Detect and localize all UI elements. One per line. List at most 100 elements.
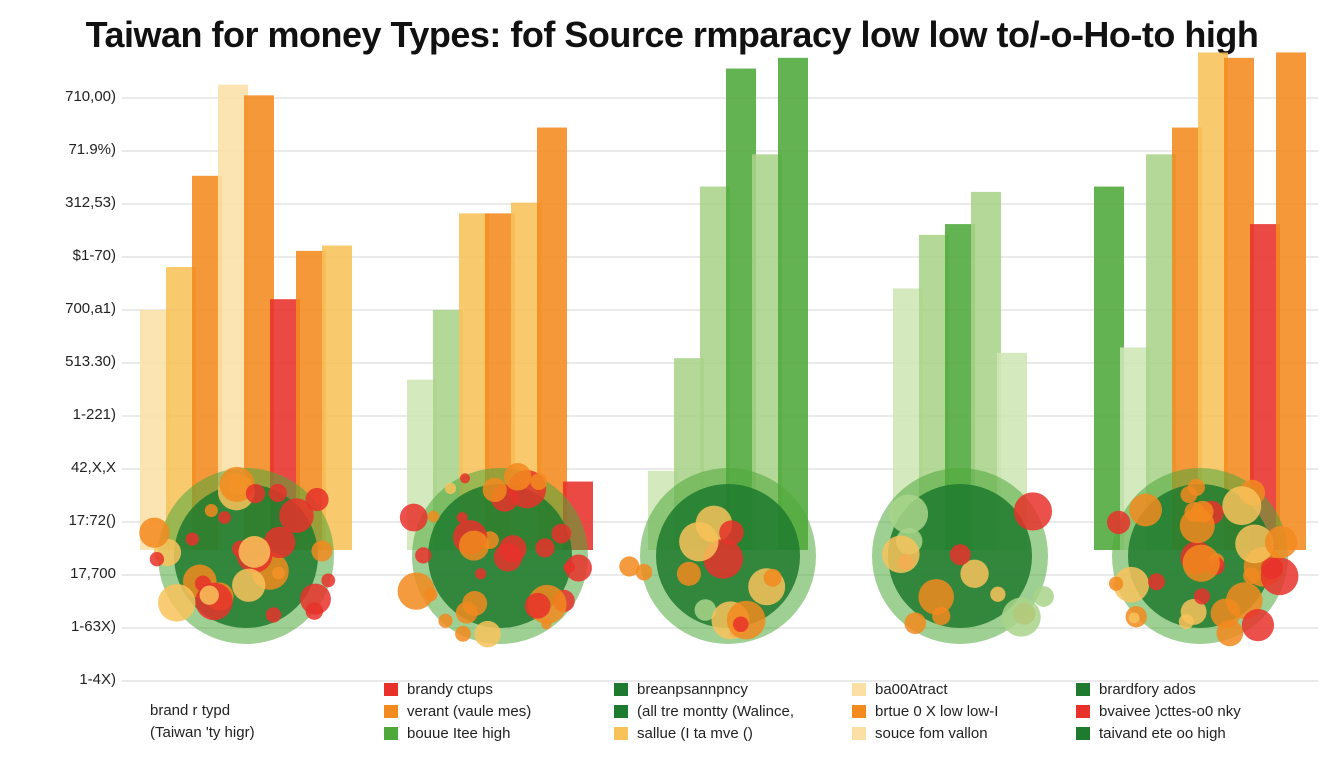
bubble — [1179, 508, 1215, 544]
bubble — [904, 612, 927, 635]
bar-group-5-1 — [1094, 186, 1124, 550]
bubble — [427, 510, 440, 523]
legend-label: souce fom vallon — [875, 724, 988, 742]
bubble — [1182, 544, 1220, 582]
bubble — [1180, 486, 1198, 504]
bubble — [311, 540, 333, 562]
bubble — [1001, 597, 1041, 637]
bubble — [565, 554, 592, 582]
bubble — [482, 477, 507, 503]
bubble — [1013, 492, 1053, 531]
y-tick-label: $1-70) — [72, 247, 116, 264]
bubble — [551, 523, 572, 544]
bubble — [888, 494, 929, 534]
bubble — [530, 473, 548, 491]
legend-swatch — [384, 682, 398, 696]
bubble — [265, 607, 282, 623]
bubble — [321, 573, 336, 588]
legend-label: brardfory ados — [1099, 680, 1196, 698]
bubble — [397, 572, 435, 610]
legend-item[interactable]: brandy ctups — [384, 678, 531, 700]
bubble — [1129, 493, 1163, 527]
bubble — [763, 568, 782, 587]
y-tick-label: 513.30) — [65, 353, 116, 370]
bubble — [679, 521, 719, 562]
legend-swatch — [614, 726, 628, 740]
bar-group-5-6 — [1224, 57, 1254, 551]
bubble — [218, 511, 231, 524]
legend-item[interactable]: brardfory ados — [1076, 678, 1241, 700]
bubble — [444, 482, 457, 495]
bubble — [535, 538, 555, 558]
bubble — [199, 585, 219, 605]
bubble — [635, 563, 653, 581]
y-tick-label: 1-221) — [72, 406, 116, 423]
bubble — [882, 535, 920, 574]
legend-item[interactable]: sallue (I ta mve () — [614, 722, 794, 744]
bubble — [990, 586, 1006, 602]
legend-item[interactable]: brtue 0 X low low-I — [852, 700, 998, 722]
y-tick-label: 312,53) — [65, 194, 116, 211]
bubble — [524, 592, 551, 619]
bubble — [1033, 586, 1054, 607]
bubble — [493, 543, 523, 572]
bubble — [268, 483, 287, 503]
legend-item[interactable]: verant (vaule mes) — [384, 700, 531, 722]
category-caption-line-2: (Taiwan 'ty higr) — [150, 724, 255, 741]
bubble — [1128, 612, 1140, 624]
bubble — [459, 473, 471, 484]
legend-label: brandy ctups — [407, 680, 493, 698]
y-tick-label: 700,a1) — [65, 300, 116, 317]
legend-label: ba00Atract — [875, 680, 948, 698]
legend-swatch — [1076, 726, 1090, 740]
bar-group-3-6 — [778, 57, 808, 551]
bubble — [719, 520, 744, 545]
legend-item[interactable]: souce fom vallon — [852, 722, 998, 744]
y-tick-label: 1-63X) — [70, 618, 116, 635]
bubble — [1193, 588, 1211, 605]
legend-item[interactable]: breanpsannpncy — [614, 678, 794, 700]
legend-label: verant (vaule mes) — [407, 702, 532, 720]
bubble — [1260, 557, 1299, 596]
bubble — [232, 568, 266, 602]
legend-item[interactable]: taivand ete oo high — [1076, 722, 1241, 744]
category-caption: brand r typd (Taiwan 'ty higr) — [150, 700, 255, 744]
bubble — [263, 526, 296, 559]
bubble — [1241, 609, 1275, 642]
legend-item[interactable]: bvaivee )cttes-o0 nky — [1076, 700, 1241, 722]
bubble — [1222, 486, 1262, 526]
bubble — [185, 532, 199, 546]
legend-swatch — [614, 704, 628, 718]
bubble — [300, 583, 331, 615]
bubble — [415, 547, 432, 564]
legend-column-3: ba00Atract brtue 0 X low low-I souce fom v… — [852, 678, 998, 744]
legend-item[interactable]: ba00Atract — [852, 678, 998, 700]
legend-item[interactable]: bouue Itee high — [384, 722, 531, 744]
bubble — [438, 613, 453, 628]
legend-label: brtue 0 X low low-I — [875, 702, 999, 720]
legend-column-2: breanpsannpncy (all tre montty (Walince, s… — [614, 678, 794, 744]
legend-item[interactable]: (all tre montty (Walince, — [614, 700, 794, 722]
bubble — [462, 591, 488, 616]
bubble — [475, 568, 487, 580]
bubble — [563, 561, 576, 574]
bubble — [676, 561, 701, 586]
bubble — [733, 616, 749, 632]
y-tick-label: 710,00) — [65, 88, 116, 105]
legend-column-4: brardfory ados bvaivee )cttes-o0 nky taiva… — [1076, 678, 1241, 744]
bubble — [305, 487, 329, 512]
bubble — [158, 583, 196, 622]
bar-group-1-1 — [140, 309, 170, 550]
bubble — [455, 625, 471, 642]
bubble — [456, 512, 468, 524]
legend-label: (all tre montty (Walince, — [637, 702, 794, 720]
legend-label: breanpsannpncy — [637, 680, 748, 698]
bubble — [204, 504, 218, 518]
legend-label: bouue Itee high — [407, 724, 511, 742]
legend-column-1: brandy ctups verant (vaule mes) bouue Itee… — [384, 678, 531, 744]
bubble — [1178, 614, 1194, 630]
bubble — [619, 556, 640, 577]
bubble — [399, 503, 428, 532]
bubble — [1210, 598, 1241, 629]
